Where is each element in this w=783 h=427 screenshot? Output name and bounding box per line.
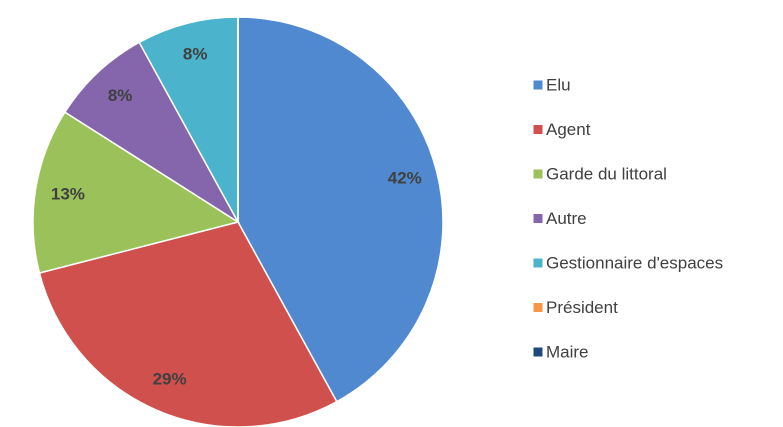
pie-slice bbox=[237, 16, 444, 403]
legend-label: Autre bbox=[546, 209, 587, 228]
data-label: 29% bbox=[153, 370, 187, 389]
legend-label: Gestionnaire d'espaces bbox=[546, 253, 723, 272]
pie-slice bbox=[32, 111, 240, 274]
legend-swatch bbox=[532, 213, 544, 224]
legend-label: Garde du littoral bbox=[546, 164, 667, 183]
legend-swatch bbox=[532, 124, 544, 135]
data-label: 42% bbox=[388, 169, 422, 188]
pie-slice bbox=[38, 221, 338, 427]
legend-swatch bbox=[532, 79, 544, 91]
legend-label: Agent bbox=[546, 120, 591, 139]
legend-swatch bbox=[532, 257, 544, 269]
legend-label: Président bbox=[546, 298, 618, 317]
legend-swatch bbox=[532, 168, 544, 180]
data-label: 13% bbox=[51, 185, 85, 204]
legend-swatch bbox=[532, 302, 544, 313]
data-label: 8% bbox=[183, 45, 208, 64]
pie-slice bbox=[138, 16, 239, 223]
pie-slice bbox=[63, 41, 239, 223]
data-label: 8% bbox=[108, 86, 133, 105]
legend-swatch bbox=[532, 346, 544, 358]
legend-label: Maire bbox=[546, 342, 589, 361]
legend-label: Elu bbox=[546, 75, 571, 94]
